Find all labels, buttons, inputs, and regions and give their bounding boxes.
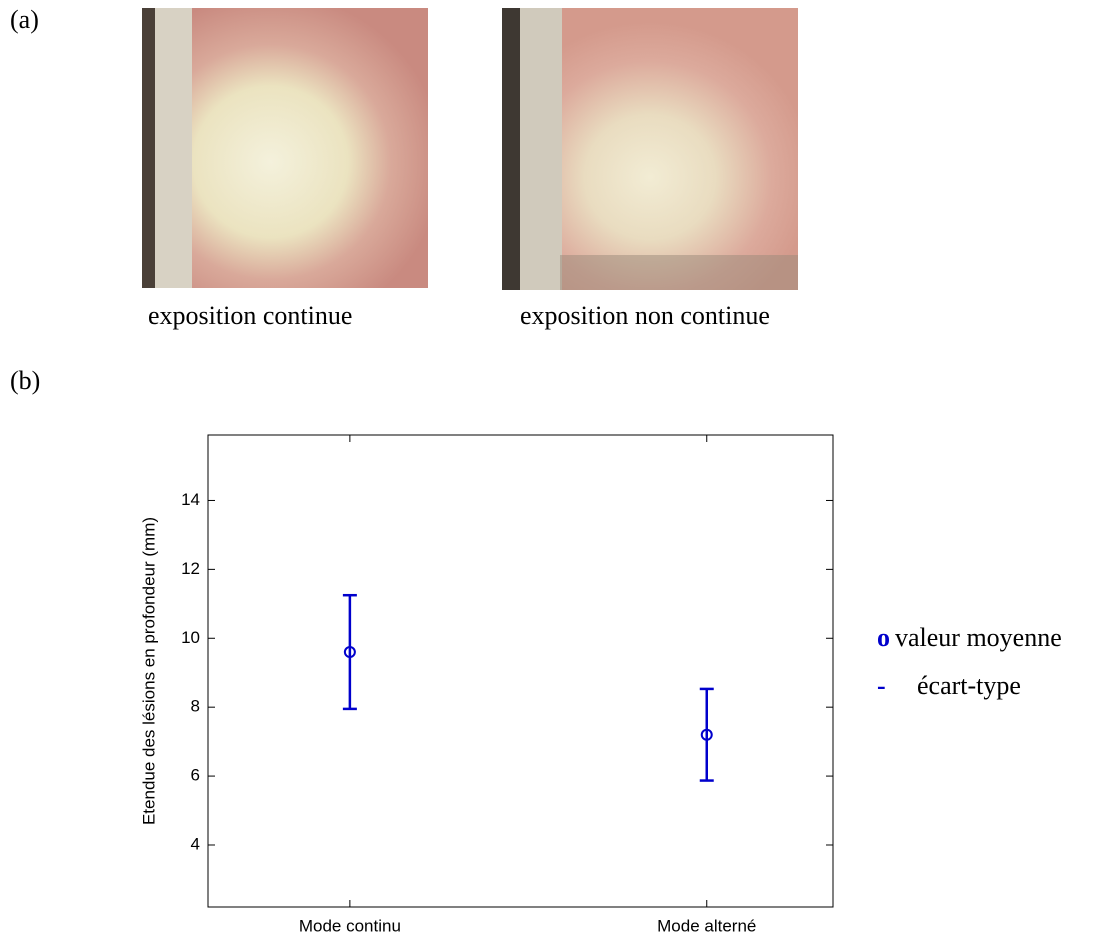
legend-symbol: o [877, 623, 890, 652]
panel-label: (a) [10, 5, 39, 34]
y-tick-label: 8 [191, 697, 200, 716]
mean-marker [343, 646, 356, 659]
y-axis-label: Etendue des lésions en profondeur (mm) [139, 517, 158, 825]
y-tick-label: 6 [191, 766, 200, 785]
legend-symbol: - [877, 671, 886, 700]
x-tick-label: Mode continu [299, 916, 401, 935]
legend-label: valeur moyenne [895, 623, 1062, 652]
plot-frame [207, 434, 834, 908]
y-tick-label: 10 [181, 628, 200, 647]
photo [142, 8, 428, 288]
y-tick-label: 4 [191, 834, 200, 853]
caption: exposition non continue [520, 301, 770, 330]
photo [502, 8, 798, 290]
y-tick-label: 14 [181, 490, 200, 509]
panel-label: (b) [10, 366, 40, 395]
y-tick-label: 12 [181, 559, 200, 578]
mean-marker [700, 728, 713, 741]
caption: exposition continue [148, 301, 352, 330]
legend-label: écart-type [917, 671, 1021, 700]
x-tick-label: Mode alterné [657, 916, 756, 935]
